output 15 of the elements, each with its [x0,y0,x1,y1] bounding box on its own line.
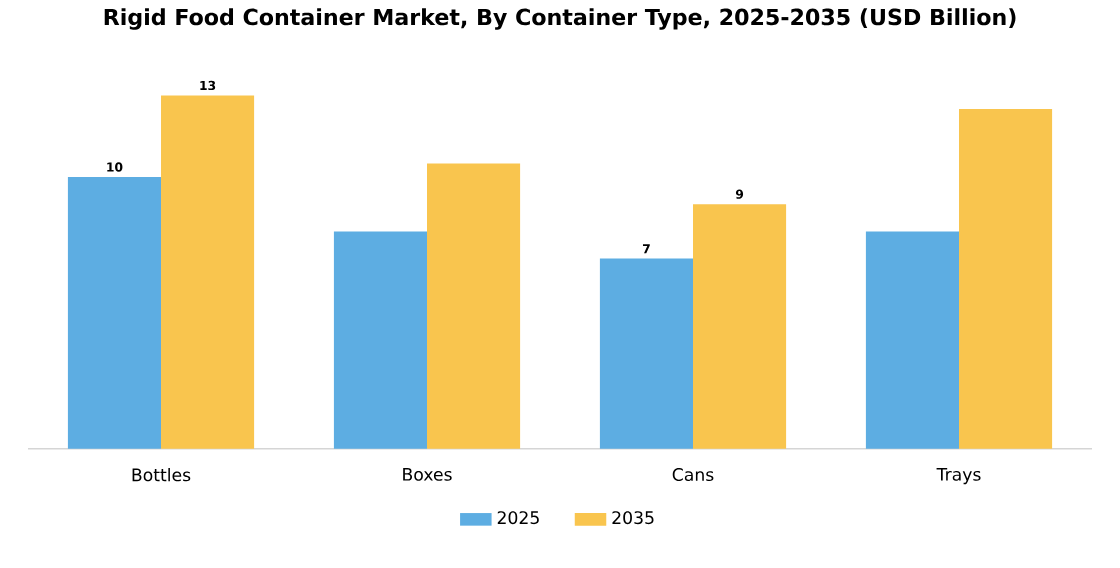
bar [599,258,693,449]
x-tick-label: Boxes [403,468,452,481]
bar [865,231,959,449]
x-tick-label: Bottles [132,468,191,482]
bar [959,109,1053,449]
bar [67,177,162,449]
bar [161,95,255,449]
bar [427,163,521,449]
legend-label: 2025 [497,511,539,525]
bar [333,231,428,449]
legend-label: 2035 [612,511,654,525]
chart-title: Rigid Food Container Market, By Container Type, 2025-2035 (USD Billion) [104,8,1016,30]
x-tick-label: Trays [936,468,981,485]
x-tick-label: Cans [672,468,714,482]
bar [693,204,787,449]
